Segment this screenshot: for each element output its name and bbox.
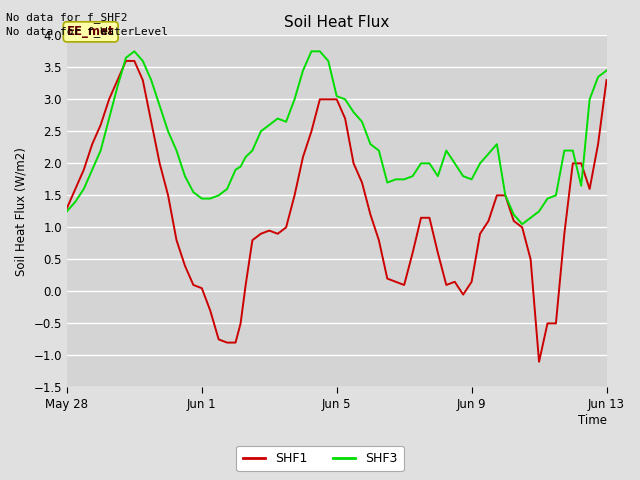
SHF1	[122, 58, 130, 64]
Line: SHF3: SHF3	[67, 51, 607, 224]
SHF3	[63, 208, 71, 214]
SHF1	[207, 308, 214, 313]
SHF3	[603, 68, 611, 73]
Text: No data for f_SHF2: No data for f_SHF2	[6, 12, 128, 23]
SHF3	[299, 68, 307, 73]
SHF1	[535, 359, 543, 365]
Text: No data for f_WaterLevel: No data for f_WaterLevel	[6, 26, 168, 37]
SHF1	[299, 154, 307, 160]
SHF3	[518, 221, 526, 227]
Y-axis label: Soil Heat Flux (W/m2): Soil Heat Flux (W/m2)	[15, 147, 28, 276]
Text: EE_met: EE_met	[67, 25, 115, 38]
SHF3	[237, 164, 244, 169]
SHF1	[105, 96, 113, 102]
SHF1	[493, 192, 500, 198]
SHF3	[493, 141, 500, 147]
SHF1	[308, 129, 316, 134]
SHF3	[207, 196, 214, 202]
SHF1	[63, 205, 71, 211]
SHF1	[237, 321, 244, 326]
Title: Soil Heat Flux: Soil Heat Flux	[284, 15, 389, 30]
SHF1	[603, 77, 611, 83]
SHF3	[308, 48, 316, 54]
SHF3	[131, 48, 138, 54]
Line: SHF1: SHF1	[67, 61, 607, 362]
SHF3	[105, 116, 113, 121]
X-axis label: Time: Time	[577, 414, 607, 427]
Legend: SHF1, SHF3: SHF1, SHF3	[236, 446, 404, 471]
